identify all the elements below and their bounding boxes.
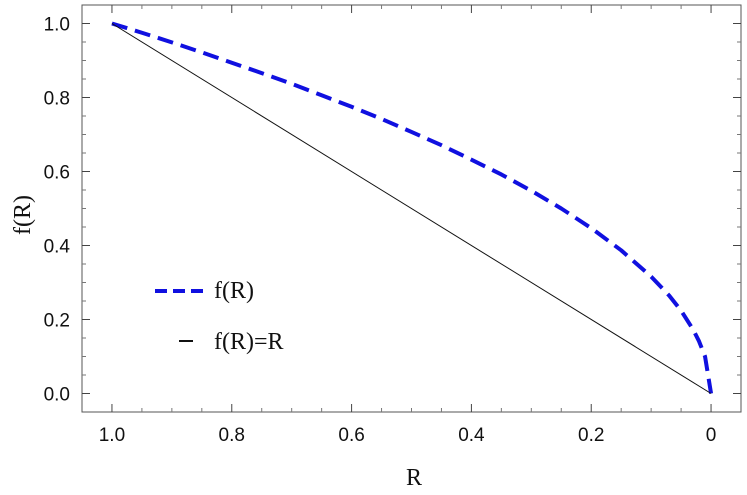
legend-label-f-r-equals-r: f(R)=R — [214, 329, 284, 355]
x-tick-label: 0.6 — [338, 425, 364, 446]
y-tick-label: 0.8 — [44, 89, 70, 110]
ticks-layer: 1.0 0.8 0.6 0.4 0.2 0 0.0 0.2 0.4 0.6 0.8 1.0 — [44, 5, 741, 446]
y-tick-label: 0.2 — [44, 311, 70, 332]
y-tick-label: 1.0 — [44, 15, 70, 36]
y-tick-label: 0.4 — [44, 237, 71, 258]
x-tick-label: 0 — [706, 425, 717, 446]
y-tick-label: 0.6 — [44, 163, 70, 184]
x-axis-title: R — [406, 465, 422, 491]
x-tick-label: 0.4 — [458, 425, 485, 446]
x-tick-label: 0.8 — [219, 425, 245, 446]
legend: f(R) f(R)=R — [155, 278, 284, 355]
y-tick-label: 0.0 — [44, 385, 70, 406]
y-axis-title: f(R) — [10, 195, 36, 235]
series-layer — [111, 21, 714, 394]
series-line-f-r-equals-r — [111, 23, 712, 394]
x-tick-label: 0.2 — [578, 425, 604, 446]
x-tick-label: 1.0 — [99, 425, 125, 446]
legend-label-f-r: f(R) — [214, 278, 254, 304]
series-line-f-r — [111, 21, 714, 394]
